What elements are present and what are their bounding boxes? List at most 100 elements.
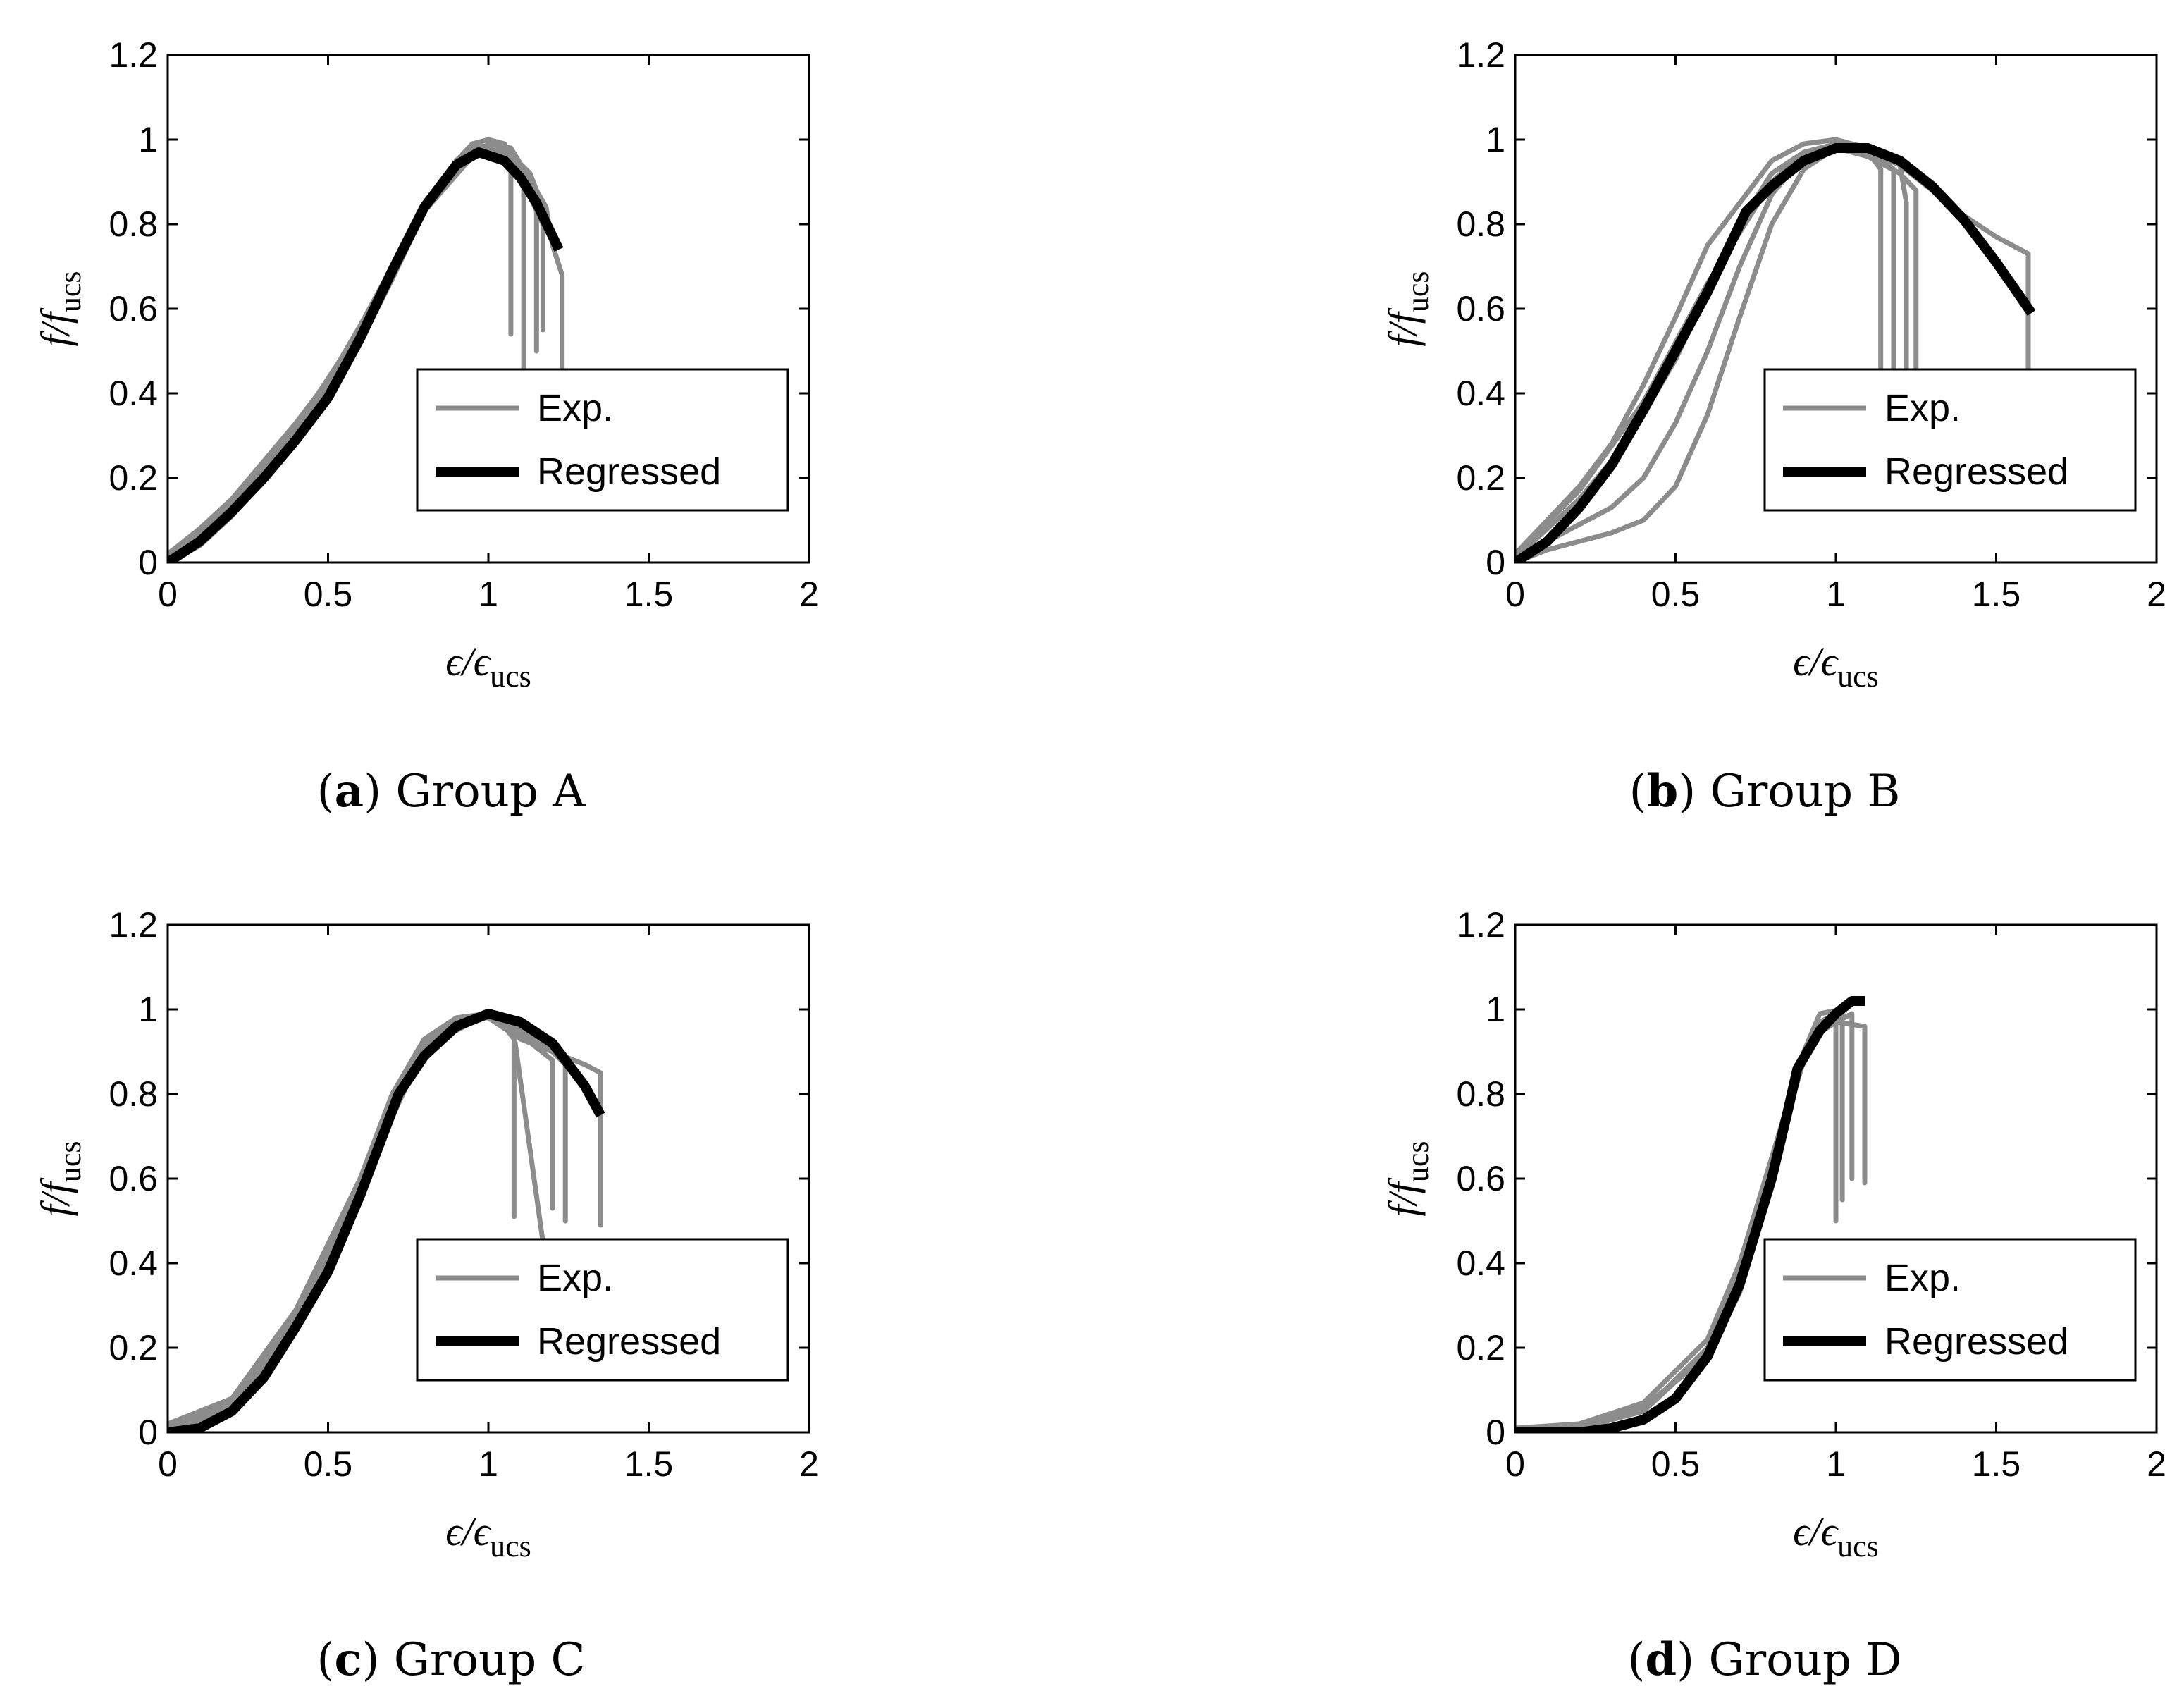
- axes-frame-c: [166, 923, 810, 1434]
- legend-reg-label-d: Regressed: [1884, 1320, 2068, 1363]
- x-tick-label-a: 1.5: [624, 574, 674, 614]
- x-tick-label-b: 0.5: [1651, 574, 1701, 614]
- y-tick-label-b: 0.2: [1456, 458, 1505, 498]
- x-tick-label-b: 0: [1505, 574, 1525, 614]
- legend-exp-label-c: Exp.: [537, 1257, 613, 1299]
- x-tick-label-c: 2: [799, 1444, 819, 1484]
- y-tick-label-c: 0: [138, 1413, 158, 1452]
- y-tick-label-b: 0.4: [1456, 374, 1505, 413]
- y-tick-label-d: 0.8: [1456, 1074, 1505, 1114]
- y-tick-label-c: 1: [138, 990, 158, 1029]
- caption-a-text: Group A: [395, 766, 586, 818]
- caption-c-letter: c: [334, 1633, 362, 1686]
- axes-frame-b: [1514, 54, 2158, 564]
- legend-d: Exp. Regressed: [1763, 1238, 2137, 1382]
- y-tick-label-c: 1.2: [109, 905, 158, 945]
- y-tick-label-c: 0.4: [109, 1243, 158, 1283]
- caption-b-text: Group B: [1710, 766, 1901, 818]
- caption-b: (b) Group B: [1629, 765, 1901, 818]
- legend-exp-label-d: Exp.: [1884, 1257, 1961, 1299]
- chart-c: 0 0.5 1 1.5 2 0 0.2 0.4 0.6 0.8 1 1.2 Exp. Regressed f…: [32, 905, 819, 1563]
- y-tick-label-a: 1.2: [109, 35, 158, 75]
- x-tick-label-b: 1: [1826, 574, 1846, 614]
- x-tick-label-d: 0: [1505, 1444, 1525, 1484]
- y-tick-label-d: 1: [1486, 990, 1505, 1029]
- x-tick-label-b: 2: [2147, 574, 2166, 614]
- series-group-b: [1515, 137, 2036, 563]
- x-tick-label-d: 1.5: [1972, 1444, 2021, 1484]
- caption-c-text: Group C: [393, 1634, 586, 1686]
- y-axis-label-c: f/fucs: [32, 1141, 87, 1217]
- x-axis-label-d: ϵ/ϵucs: [1793, 1508, 1879, 1563]
- caption-d: (d) Group D: [1627, 1633, 1902, 1686]
- y-axis-label-b: f/fucs: [1380, 271, 1435, 347]
- y-tick-label-a: 1: [138, 120, 158, 159]
- y-tick-label-b: 0.8: [1456, 204, 1505, 244]
- x-axis-label-c: ϵ/ϵucs: [445, 1508, 531, 1563]
- legend-exp-label-a: Exp.: [537, 387, 613, 429]
- axes-frame-a: [166, 54, 810, 564]
- legend-reg-label-c: Regressed: [537, 1320, 721, 1363]
- legend-a: Exp. Regressed: [416, 368, 789, 512]
- x-tick-label-a: 2: [799, 574, 819, 614]
- y-tick-label-a: 0: [138, 543, 158, 582]
- y-tick-label-d: 0: [1486, 1413, 1505, 1452]
- x-tick-label-a: 1: [479, 574, 498, 614]
- y-tick-label-d: 0.6: [1456, 1159, 1505, 1198]
- x-tick-label-d: 1: [1826, 1444, 1846, 1484]
- y-tick-label-b: 1: [1486, 120, 1505, 159]
- y-tick-label-a: 0.8: [109, 204, 158, 244]
- caption-c: (c) Group C: [316, 1633, 586, 1686]
- panel-d: 0 0.5 1 1.5 2 0 0.2 0.4 0.6 0.8 1 1.2 Exp. Regressed f…: [1347, 870, 2184, 1696]
- x-tick-label-d: 2: [2147, 1444, 2166, 1484]
- x-tick-label-c: 0.5: [304, 1444, 353, 1484]
- y-tick-label-d: 0.2: [1456, 1328, 1505, 1368]
- chart-a: 0 0.5 1 1.5 2 0 0.2 0.4 0.6 0.8 1 1.2 Exp. Regressed f…: [32, 35, 819, 694]
- regressed-curve-a: [168, 147, 564, 563]
- x-tick-label-d: 0.5: [1651, 1444, 1701, 1484]
- y-tick-label-b: 0: [1486, 543, 1505, 582]
- x-tick-label-b: 1.5: [1972, 574, 2021, 614]
- x-tick-label-a: 0: [158, 574, 178, 614]
- x-axis-label-a: ϵ/ϵucs: [445, 639, 531, 694]
- axes-frame-d: [1514, 923, 2158, 1434]
- x-axis-label-b: ϵ/ϵucs: [1793, 639, 1879, 694]
- legend-reg-label-b: Regressed: [1884, 450, 2068, 493]
- y-tick-label-d: 1.2: [1456, 905, 1505, 945]
- y-tick-label-a: 0.4: [109, 374, 158, 413]
- series-group-d: [1515, 996, 1868, 1432]
- caption-a: (a) Group A: [316, 765, 586, 818]
- legend-reg-label-a: Regressed: [537, 450, 721, 493]
- caption-b-letter: b: [1646, 765, 1679, 818]
- regressed-curve-d: [1515, 996, 1865, 1432]
- chart-b: 0 0.5 1 1.5 2 0 0.2 0.4 0.6 0.8 1 1.2 Exp. Regressed f…: [1380, 35, 2166, 694]
- x-tick-label-c: 1.5: [624, 1444, 674, 1484]
- legend-exp-label-b: Exp.: [1884, 387, 1961, 429]
- y-tick-label-d: 0.4: [1456, 1243, 1505, 1283]
- panel-b: 0 0.5 1 1.5 2 0 0.2 0.4 0.6 0.8 1 1.2 Exp. Regressed f…: [1347, 0, 2184, 848]
- x-tick-label-c: 0: [158, 1444, 178, 1484]
- x-tick-label-a: 0.5: [304, 574, 353, 614]
- y-tick-label-b: 0.6: [1456, 289, 1505, 328]
- y-tick-label-a: 0.2: [109, 458, 158, 498]
- caption-d-letter: d: [1645, 1633, 1677, 1686]
- legend-c: Exp. Regressed: [416, 1238, 789, 1382]
- y-tick-label-c: 0.6: [109, 1159, 158, 1198]
- caption-a-letter: a: [334, 765, 364, 818]
- x-tick-label-c: 1: [479, 1444, 498, 1484]
- caption-d-text: Group D: [1708, 1634, 1902, 1686]
- y-tick-label-c: 0.2: [109, 1328, 158, 1368]
- chart-d: 0 0.5 1 1.5 2 0 0.2 0.4 0.6 0.8 1 1.2 Exp. Regressed f…: [1380, 905, 2166, 1563]
- y-tick-label-a: 0.6: [109, 289, 158, 328]
- y-axis-label-d: f/fucs: [1380, 1141, 1435, 1217]
- regressed-curve-c: [168, 1009, 605, 1432]
- y-tick-label-b: 1.2: [1456, 35, 1505, 75]
- series-group-c: [168, 1009, 605, 1432]
- panel-c: 0 0.5 1 1.5 2 0 0.2 0.4 0.6 0.8 1 1.2 Exp. Regressed f…: [0, 870, 1092, 1696]
- panel-a: 0 0.5 1 1.5 2 0 0.2 0.4 0.6 0.8 1 1.2 Exp. Regressed f…: [0, 0, 1092, 848]
- y-tick-label-c: 0.8: [109, 1074, 158, 1114]
- legend-b: Exp. Regressed: [1763, 368, 2137, 512]
- regressed-curve-b: [1515, 143, 2036, 563]
- y-axis-label-a: f/fucs: [32, 271, 87, 347]
